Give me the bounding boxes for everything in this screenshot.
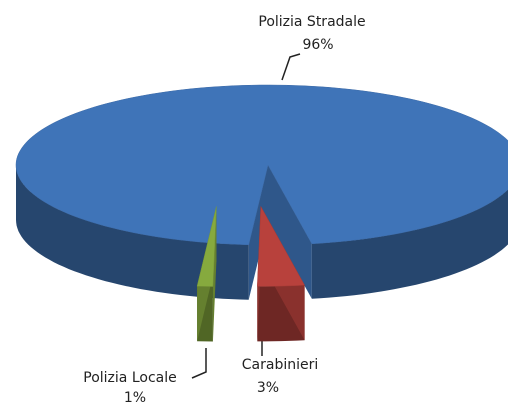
leader-line — [191, 348, 207, 379]
slice-face — [248, 165, 268, 300]
slice-label: Polizia Locale — [83, 370, 176, 386]
slice-value-label: 3% — [257, 380, 279, 396]
leader-line — [281, 53, 301, 81]
slice — [196, 206, 217, 287]
slice-side — [311, 189, 508, 299]
slice-label: Carabinieri — [242, 357, 319, 373]
slice-label: Polizia Stradale — [258, 14, 365, 30]
slice-face — [268, 165, 312, 299]
slice — [257, 205, 306, 287]
slice — [15, 84, 508, 246]
slice-value-label: 96% — [302, 37, 333, 53]
slice-value-label: 1% — [124, 390, 146, 404]
